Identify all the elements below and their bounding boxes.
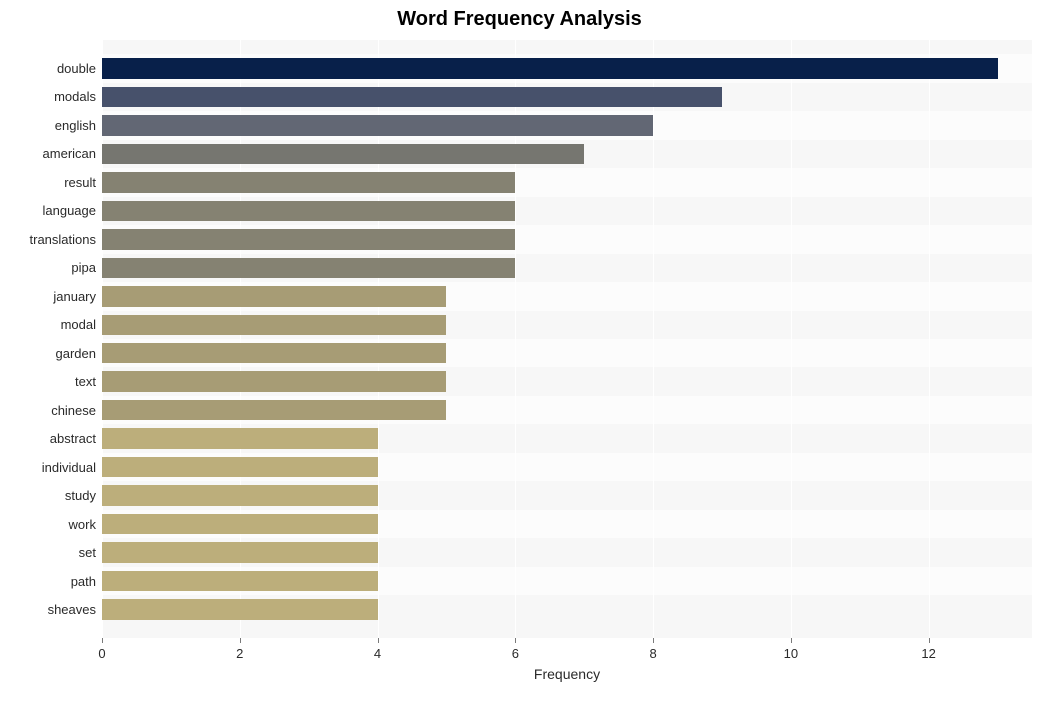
y-tick-label: study: [65, 488, 96, 503]
x-tick: [929, 638, 930, 643]
x-tick: [515, 638, 516, 643]
y-tick-label: result: [64, 175, 96, 190]
bar: [102, 371, 446, 392]
bar: [102, 172, 515, 193]
plot-area: [102, 40, 1032, 638]
bar: [102, 542, 378, 563]
y-tick-label: american: [43, 146, 96, 161]
bar: [102, 258, 515, 279]
x-tick: [240, 638, 241, 643]
y-tick-label: translations: [30, 232, 96, 247]
bar: [102, 115, 653, 136]
x-tick-label: 2: [236, 646, 243, 661]
x-tick: [653, 638, 654, 643]
y-tick-label: pipa: [71, 260, 96, 275]
bar: [102, 286, 446, 307]
y-tick-label: chinese: [51, 403, 96, 418]
grid-line: [791, 40, 792, 638]
grid-line: [653, 40, 654, 638]
bar: [102, 485, 378, 506]
x-tick: [791, 638, 792, 643]
y-tick-label: abstract: [50, 431, 96, 446]
bar: [102, 87, 722, 108]
y-tick-label: garden: [56, 346, 96, 361]
y-tick-label: work: [69, 517, 96, 532]
x-tick-label: 4: [374, 646, 381, 661]
y-tick-label: modals: [54, 89, 96, 104]
bar: [102, 571, 378, 592]
x-tick-label: 12: [921, 646, 935, 661]
x-tick-label: 6: [512, 646, 519, 661]
y-tick-label: individual: [42, 460, 96, 475]
y-tick-label: set: [79, 545, 96, 560]
x-tick: [102, 638, 103, 643]
bar: [102, 599, 378, 620]
x-tick-label: 8: [649, 646, 656, 661]
y-tick-label: path: [71, 574, 96, 589]
x-tick-label: 10: [784, 646, 798, 661]
bar: [102, 514, 378, 535]
bar: [102, 400, 446, 421]
bar: [102, 315, 446, 336]
x-axis-title: Frequency: [102, 666, 1032, 682]
grid-line: [929, 40, 930, 638]
bar: [102, 457, 378, 478]
y-tick-label: january: [53, 289, 96, 304]
bar: [102, 58, 998, 79]
bar: [102, 201, 515, 222]
chart-container: Word Frequency Analysis Frequency double…: [0, 0, 1039, 701]
bar: [102, 343, 446, 364]
bar: [102, 229, 515, 250]
chart-title: Word Frequency Analysis: [0, 8, 1039, 31]
y-tick-label: double: [57, 61, 96, 76]
x-tick-label: 0: [98, 646, 105, 661]
bar: [102, 428, 378, 449]
y-tick-label: english: [55, 118, 96, 133]
y-tick-label: language: [43, 203, 97, 218]
x-tick: [378, 638, 379, 643]
y-tick-label: modal: [61, 317, 96, 332]
y-tick-label: text: [75, 374, 96, 389]
y-tick-label: sheaves: [48, 602, 96, 617]
bar: [102, 144, 584, 165]
